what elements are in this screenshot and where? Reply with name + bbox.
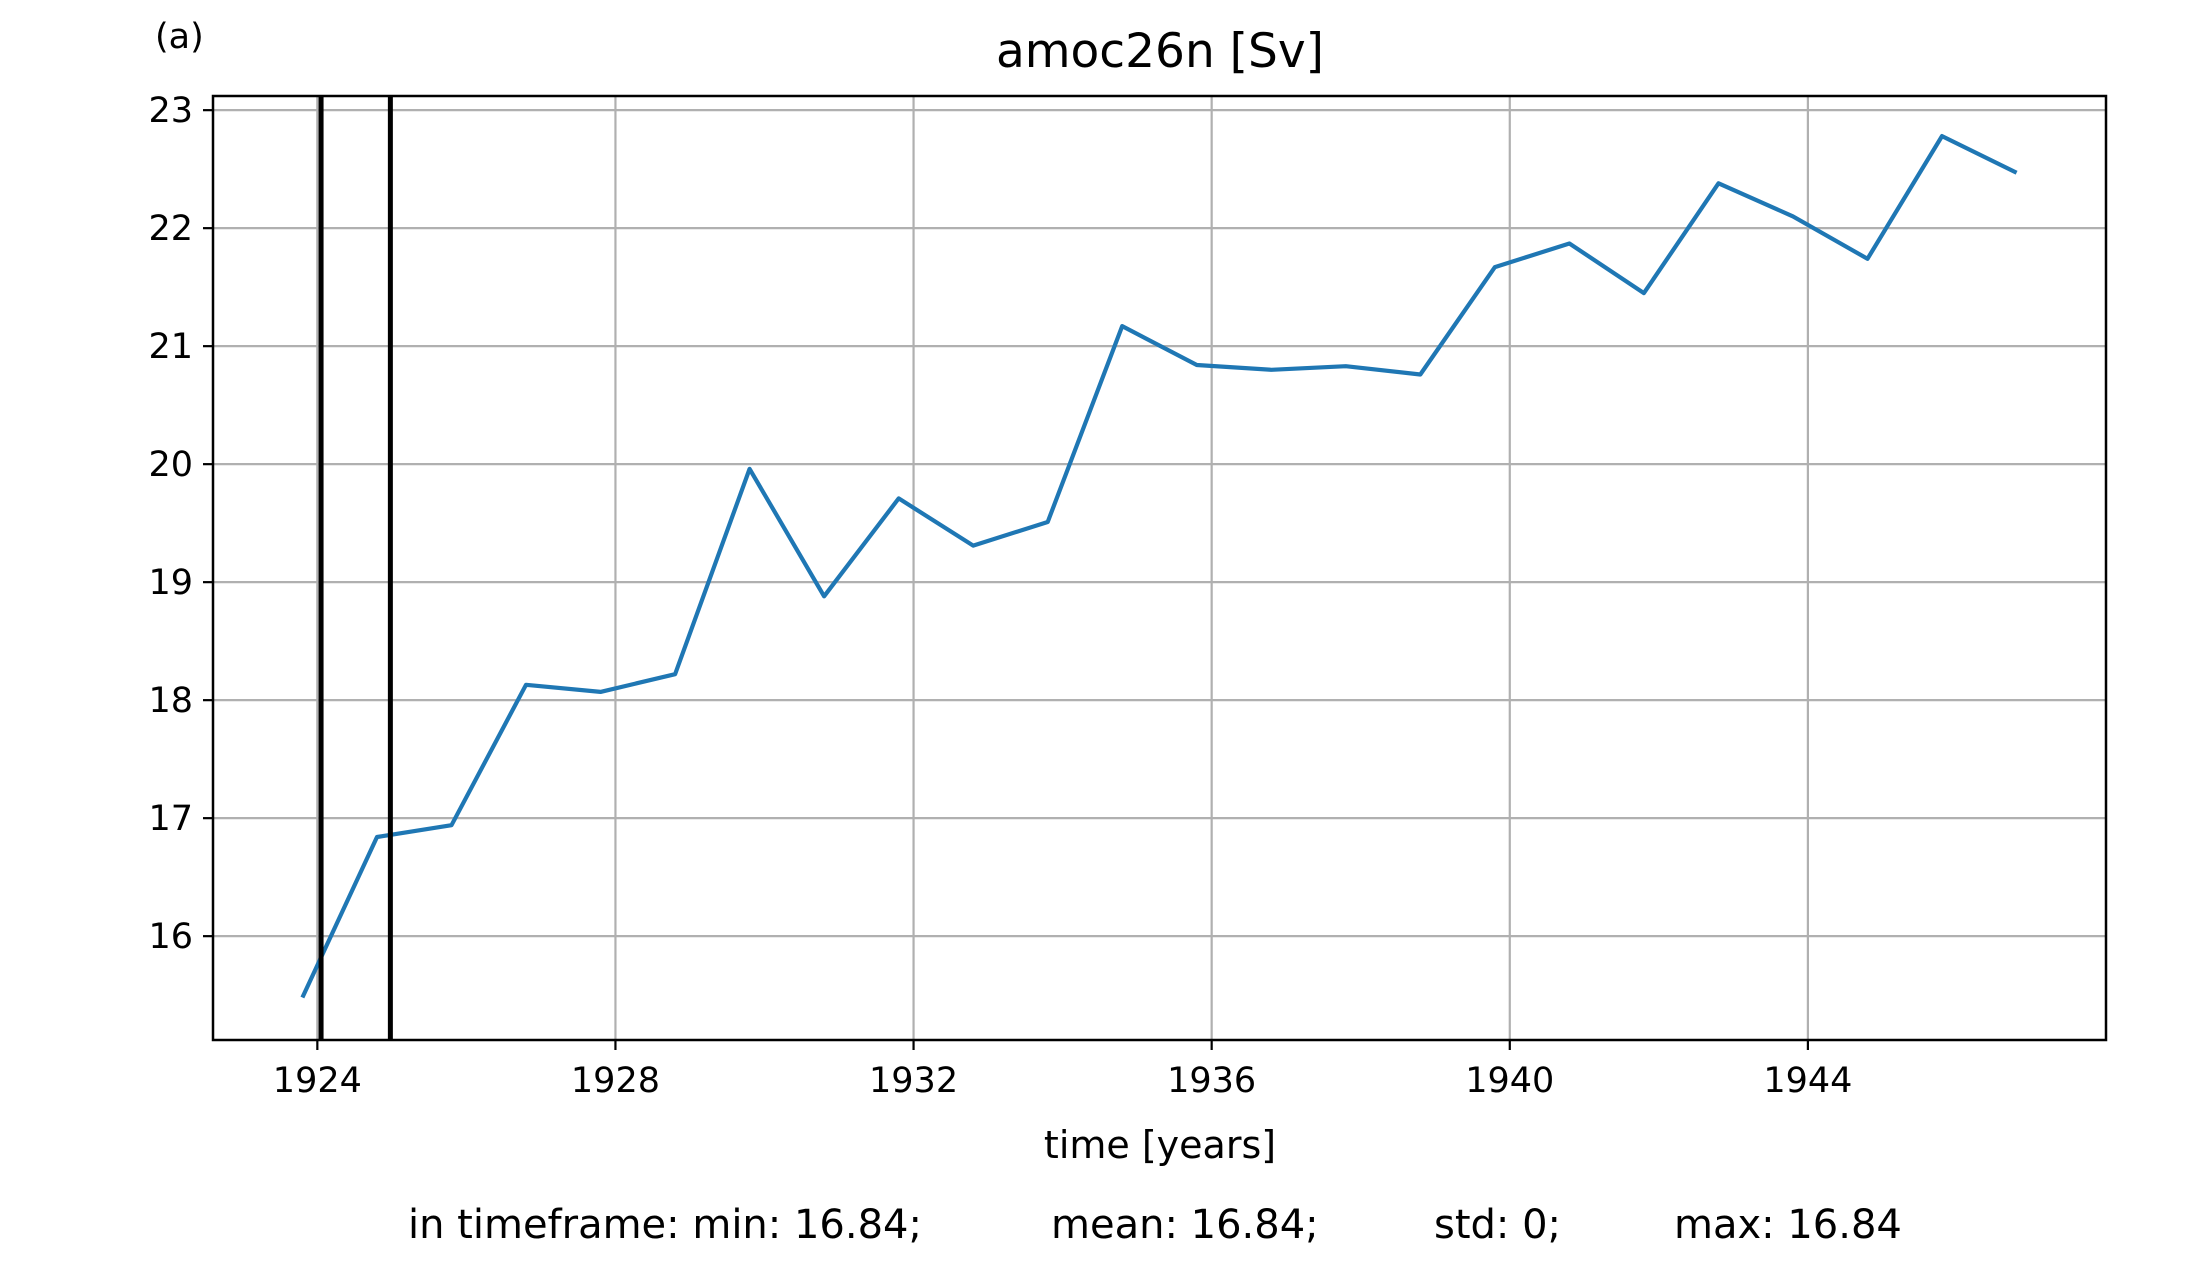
x-tick-label: 1932 bbox=[869, 1061, 958, 1101]
series-line bbox=[300, 134, 2018, 999]
y-axis: 16 17 18 19 20 21 22 23 bbox=[148, 91, 213, 957]
panel-label: (a) bbox=[155, 17, 204, 57]
y-tick-label: 20 bbox=[148, 445, 193, 485]
chart: (a) amoc26n [Sv] 1924 1928 1932 1936 1940 194… bbox=[148, 17, 2108, 1167]
series-layer bbox=[300, 134, 2018, 999]
x-tick-label: 1944 bbox=[1763, 1061, 1852, 1101]
y-tick-label: 19 bbox=[148, 563, 193, 603]
x-tick-label: 1936 bbox=[1167, 1061, 1256, 1101]
stats-mean: mean: 16.84; bbox=[1051, 1202, 1319, 1248]
x-axis: 1924 1928 1932 1936 1940 1944 bbox=[273, 1040, 1852, 1101]
timeframe-stats: in timeframe: min: 16.84; mean: 16.84; s… bbox=[0, 1202, 2196, 1252]
y-tick-label: 16 bbox=[148, 917, 193, 957]
chart-title: amoc26n [Sv] bbox=[996, 24, 1324, 79]
x-tick-label: 1928 bbox=[571, 1061, 660, 1101]
marker-lines bbox=[318, 96, 393, 1040]
y-tick-label: 22 bbox=[148, 209, 193, 249]
x-tick-label: 1924 bbox=[273, 1061, 362, 1101]
x-tick-label: 1940 bbox=[1465, 1061, 1554, 1101]
plot-frame bbox=[211, 94, 2108, 1042]
y-tick-label: 17 bbox=[148, 799, 193, 839]
stats-min: in timeframe: min: 16.84; bbox=[408, 1202, 922, 1248]
x-axis-label: time [years] bbox=[1044, 1123, 1276, 1167]
y-tick-label: 23 bbox=[148, 91, 193, 131]
stats-max: max: 16.84 bbox=[1674, 1202, 1902, 1248]
y-tick-label: 21 bbox=[148, 327, 193, 367]
stats-std: std: 0; bbox=[1434, 1202, 1562, 1248]
grid bbox=[213, 96, 2106, 1040]
y-tick-label: 18 bbox=[148, 681, 193, 721]
